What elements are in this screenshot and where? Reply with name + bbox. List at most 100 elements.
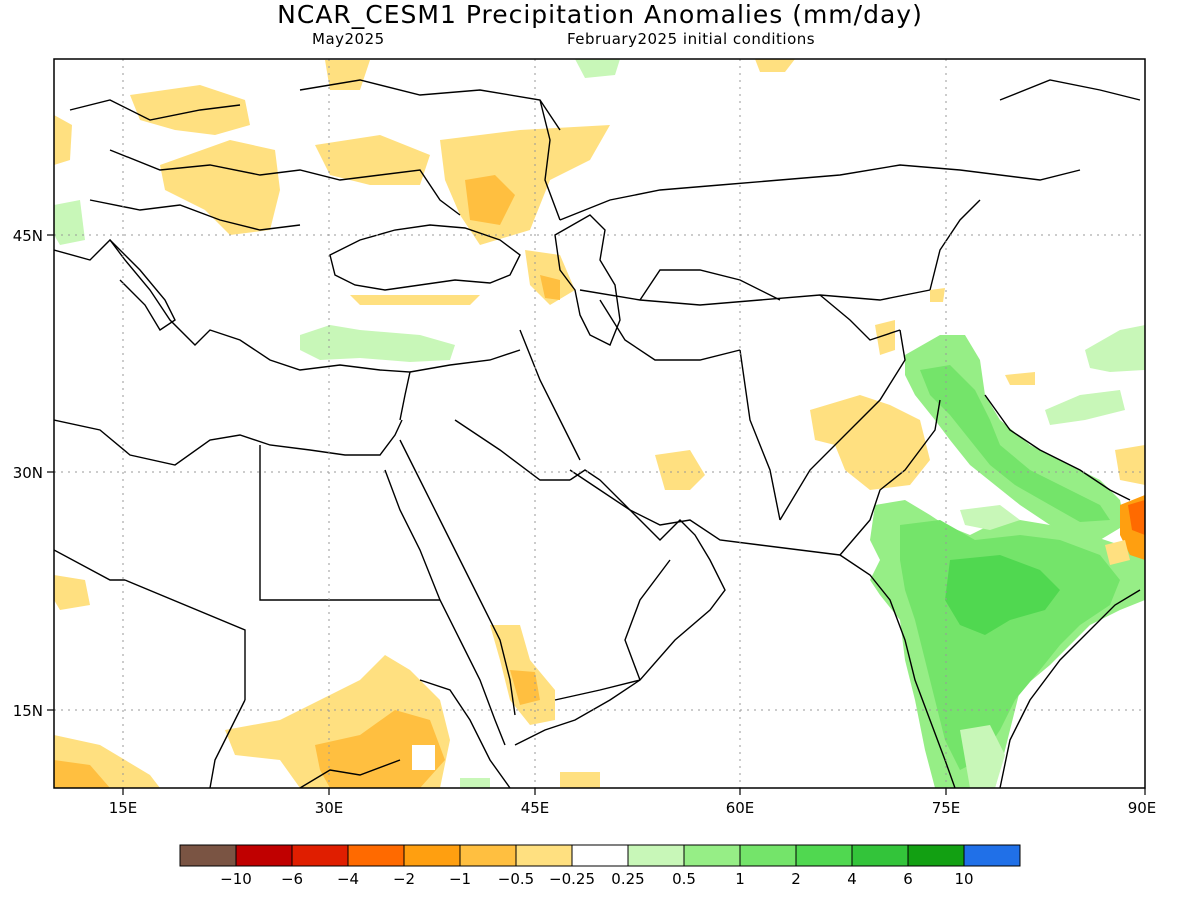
colorbar-swatch (347, 844, 405, 867)
coastlines-borders (54, 79, 1141, 788)
chart-title: NCAR_CESM1 Precipitation Anomalies (mm/d… (277, 0, 923, 29)
colorbar-swatch (683, 844, 741, 867)
border-iran-afghanistan (739, 349, 781, 521)
border-tajik (819, 294, 901, 341)
wet-kunlun (1085, 325, 1145, 372)
dry-bangladesh-core (1128, 500, 1145, 535)
border-sudan-south (299, 759, 401, 788)
dry-bangladesh-edge (1105, 540, 1130, 565)
anomaly-china-sw (1115, 445, 1145, 485)
colorbar-label: 0.25 (611, 870, 644, 888)
volga (539, 99, 561, 221)
anomaly-caucasus-core (540, 275, 560, 300)
wet-himalaya-core (920, 365, 1110, 522)
anomaly-iran (655, 450, 705, 490)
gridlines (54, 59, 1145, 788)
colorbar-swatch (291, 844, 349, 867)
red-sea-west-coast (384, 469, 506, 746)
lat-label-30n: 30N (13, 464, 43, 482)
colorbar-swatch (851, 844, 909, 867)
anomaly-shading (54, 59, 1145, 788)
border-mongolia (999, 79, 1141, 101)
border-ukraine-russia (379, 169, 461, 216)
colorbar-swatch (795, 844, 853, 867)
valid-month: May2025 (312, 30, 385, 48)
colorbar-label: −10 (220, 870, 252, 888)
border-turkey-syria (409, 349, 521, 373)
colorbar-label: 4 (847, 870, 857, 888)
colorbar-label: −4 (337, 870, 359, 888)
border-iran-iraq (519, 329, 581, 461)
lat-label-15n: 15N (13, 702, 43, 720)
init-conditions: February2025 initial conditions (567, 30, 816, 48)
colorbar-swatch (907, 844, 965, 867)
wet-india-center-hole (960, 505, 1020, 530)
wet-south-india-light (960, 725, 1005, 788)
border-chad-sudan (209, 699, 246, 788)
colorbar-label: 6 (903, 870, 913, 888)
anomaly-north-siberia (755, 59, 795, 72)
colorbar-swatch (963, 844, 1021, 867)
colorbar-swatch (403, 844, 461, 867)
border-libya-chad (124, 579, 246, 700)
colorbar-label: 10 (954, 870, 973, 888)
border-uzbek (639, 269, 781, 301)
colorbar-label: −6 (281, 870, 303, 888)
anomaly-ethiopia-hole (412, 745, 435, 770)
anomaly-chad-core (54, 760, 110, 788)
anomaly-russia-core (465, 175, 515, 225)
anomaly-west-europe-edge (54, 115, 72, 165)
anomaly-tibet-east (1005, 372, 1035, 385)
border-oman (624, 559, 671, 681)
italy-coast (109, 239, 176, 331)
wet-india-center (945, 555, 1060, 635)
lon-label-75e: 75E (932, 799, 961, 817)
colorbar-label: −2 (393, 870, 415, 888)
india-east-coast (999, 589, 1141, 788)
wet-scandinavia (575, 59, 620, 78)
colorbar: −10 −6 −4 −2 −1 −0.5 −0.25 0.25 0.5 1 2 4 6 10 (179, 844, 1021, 888)
colorbar-swatch (459, 844, 517, 867)
border-afghan-pakistan (779, 329, 906, 521)
anomaly-kazakh-small (930, 288, 945, 302)
border-eu-c (89, 199, 301, 231)
lon-label-45e: 45E (521, 799, 550, 817)
india-coast (839, 554, 956, 788)
border-pakistan-india (839, 399, 941, 556)
colorbar-swatch (571, 844, 629, 867)
lat-tick-labels: 45N 30N 15N (13, 227, 43, 720)
anomaly-red-sea-core (510, 670, 540, 705)
colorbar-label: 0.5 (672, 870, 696, 888)
border-russia-north (299, 79, 561, 131)
border-nepal-china (984, 394, 1131, 501)
colorbar-swatch (739, 844, 797, 867)
border-russia-kazakh (559, 164, 1081, 221)
red-sea-east-coast (399, 439, 516, 716)
map-frame (53, 58, 1146, 789)
anomaly-europe-north (130, 85, 250, 135)
border-iraq-saudi (454, 419, 570, 481)
anomaly-pamir (875, 320, 895, 355)
africa-north-coast (54, 419, 403, 466)
lon-label-15e: 15E (109, 799, 138, 817)
colorbar-label: −0.25 (549, 870, 595, 888)
border-turkmen (599, 299, 741, 361)
colorbar-label: −0.5 (498, 870, 534, 888)
anomaly-russia-south (440, 125, 610, 245)
europe-med-coast (54, 238, 411, 421)
colorbar-swatch (515, 844, 573, 867)
persian-gulf-coast (569, 469, 841, 556)
wet-east-africa (460, 778, 490, 788)
lon-tick-labels: 15E 30E 45E 60E 75E 90E (109, 799, 1157, 817)
anomaly-europe-central (160, 140, 280, 235)
colorbar-swatch (179, 844, 237, 867)
border-kazakh-south (579, 289, 931, 306)
border-ethiopia (419, 679, 511, 788)
caspian-coast (554, 214, 621, 346)
anomaly-balkans-strip (350, 295, 480, 305)
colorbar-swatch (627, 844, 685, 867)
wet-turkey (300, 325, 455, 362)
anomaly-libya (54, 575, 90, 610)
lon-label-30e: 30E (315, 799, 344, 817)
